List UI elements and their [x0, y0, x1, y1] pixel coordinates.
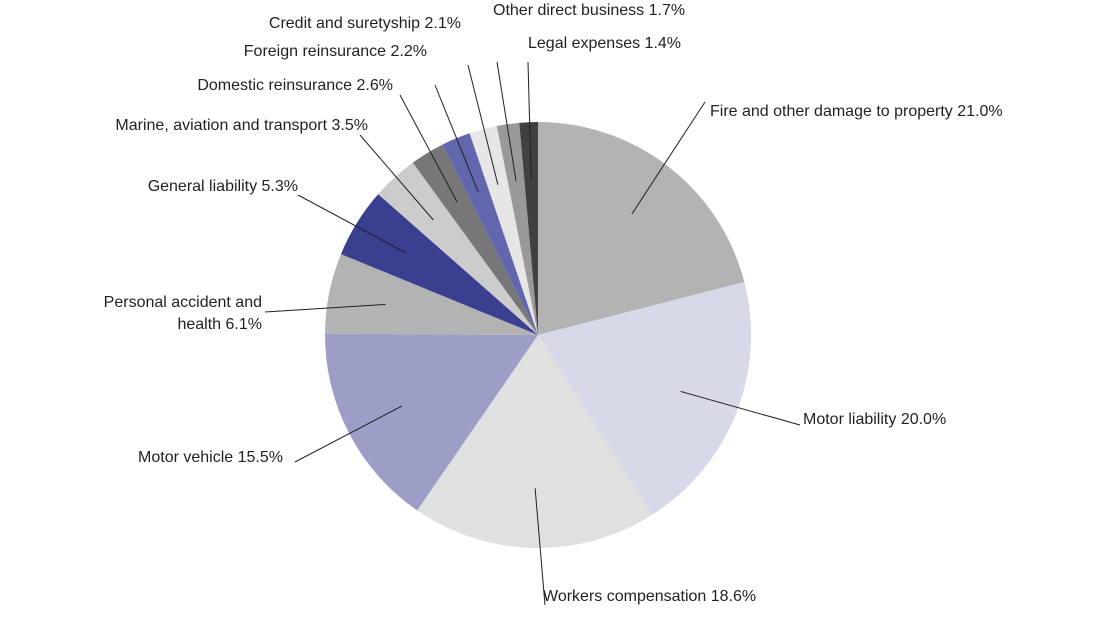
- slice-label: Marine, aviation and transport 3.5%: [115, 115, 368, 137]
- pie-slice: [378, 162, 538, 335]
- pie-slice: [519, 122, 538, 335]
- slice-label: Personal accident and health 6.1%: [102, 292, 262, 336]
- slice-label: Domestic reinsurance 2.6%: [197, 75, 393, 97]
- pie-slice: [442, 133, 538, 335]
- label-name: Foreign reinsurance: [243, 43, 387, 60]
- slice-label: General liability 5.3%: [148, 176, 298, 198]
- label-name: Personal accident and health: [103, 294, 262, 333]
- pie-slice: [412, 144, 538, 335]
- leader-line: [527, 61, 532, 180]
- label-name: Legal expenses: [528, 35, 641, 52]
- leader-line: [264, 303, 386, 313]
- leader-line: [434, 84, 479, 192]
- label-name: Marine, aviation and transport: [115, 117, 328, 134]
- label-value: 18.6%: [710, 588, 757, 605]
- label-value: 1.7%: [648, 2, 686, 19]
- slice-label: Motor vehicle 15.5%: [138, 447, 283, 469]
- leader-line: [680, 390, 801, 426]
- pie-slice: [417, 335, 653, 548]
- leader-line: [467, 64, 499, 185]
- label-name: General liability: [147, 178, 258, 195]
- pie-slice: [325, 254, 538, 335]
- label-value: 2.2%: [390, 43, 427, 60]
- slice-label: Motor liability 20.0%: [803, 409, 946, 431]
- slice-label: Credit and suretyship 2.1%: [269, 13, 461, 35]
- label-value: 3.5%: [331, 117, 368, 134]
- leader-line: [294, 405, 403, 463]
- slice-label: Legal expenses 1.4%: [528, 33, 681, 55]
- slice-label: Workers compensation 18.6%: [543, 586, 756, 608]
- label-name: Domestic reinsurance: [197, 77, 353, 94]
- leader-line: [297, 194, 407, 254]
- slice-label: Other direct business 1.7%: [493, 0, 685, 22]
- pie-slice: [496, 122, 538, 335]
- leader-line: [496, 61, 517, 182]
- pie-slice: [325, 333, 538, 511]
- pie-slice: [538, 122, 745, 335]
- label-name: Workers compensation: [543, 588, 707, 605]
- label-name: Other direct business: [493, 2, 645, 19]
- pie-slice: [538, 282, 751, 515]
- slice-label: Fire and other damage to property 21.0%: [710, 101, 1003, 123]
- label-value: 20.0%: [900, 411, 947, 428]
- label-value: 5.3%: [261, 178, 298, 195]
- slice-label: Foreign reinsurance 2.2%: [244, 41, 427, 63]
- label-value: 21.0%: [957, 103, 1003, 120]
- leader-line: [359, 134, 434, 221]
- label-name: Credit and suretyship: [268, 15, 421, 32]
- pie-slice: [340, 194, 538, 335]
- label-value: 1.4%: [644, 35, 682, 52]
- label-name: Motor liability: [803, 411, 897, 428]
- leader-line: [399, 94, 458, 203]
- pie-slice: [469, 126, 538, 336]
- label-value: 15.5%: [237, 449, 283, 466]
- leader-line: [534, 488, 546, 606]
- label-value: 2.1%: [424, 15, 461, 32]
- leader-line: [631, 101, 706, 215]
- label-name: Motor vehicle: [138, 449, 234, 466]
- label-value: 2.6%: [356, 77, 393, 94]
- label-value: 6.1%: [225, 316, 262, 333]
- label-name: Fire and other damage to property: [710, 103, 953, 120]
